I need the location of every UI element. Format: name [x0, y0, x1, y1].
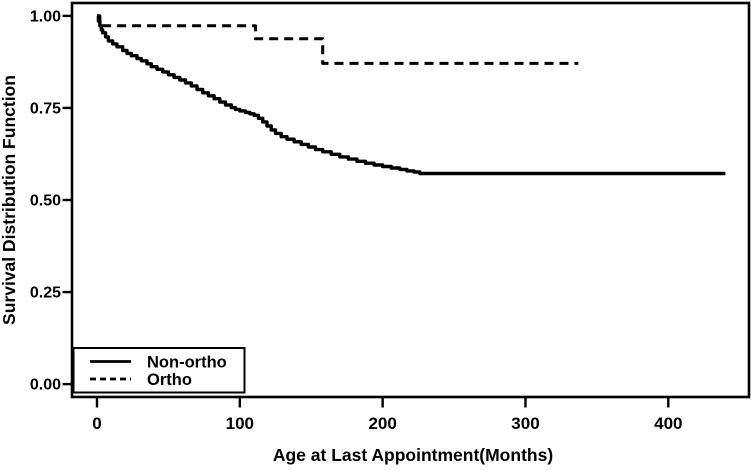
x-tick-label: 300 — [511, 414, 539, 433]
x-tick-label: 400 — [654, 414, 682, 433]
y-tick-label: 0.50 — [30, 193, 61, 210]
legend: Non-ortho Ortho — [72, 347, 246, 394]
y-tick-label: 0.00 — [30, 377, 61, 394]
y-tick-label: 0.25 — [30, 285, 61, 302]
series-curves — [96, 14, 726, 176]
series-ortho-line — [97, 14, 579, 65]
x-tick-label: 200 — [368, 414, 396, 433]
y-axis-ticks: 0.00 0.25 0.50 0.75 1.00 — [30, 8, 72, 394]
plot-border — [70, 1, 751, 399]
y-tick-label: 1.00 — [30, 8, 61, 25]
legend-box — [72, 347, 246, 394]
legend-non-ortho-label: Non-ortho — [147, 354, 227, 372]
x-tick-label: 0 — [92, 414, 101, 433]
y-axis-label: Survival Distribution Function — [0, 75, 19, 325]
x-axis-ticks: 0 100 200 300 400 — [92, 397, 682, 433]
x-axis-label: Age at Last Appointment(Months) — [273, 445, 553, 465]
y-tick-label: 0.75 — [30, 100, 61, 117]
legend-ortho-label: Ortho — [147, 371, 192, 389]
series-non-ortho-line — [96, 14, 726, 176]
x-tick-label: 100 — [226, 414, 254, 433]
